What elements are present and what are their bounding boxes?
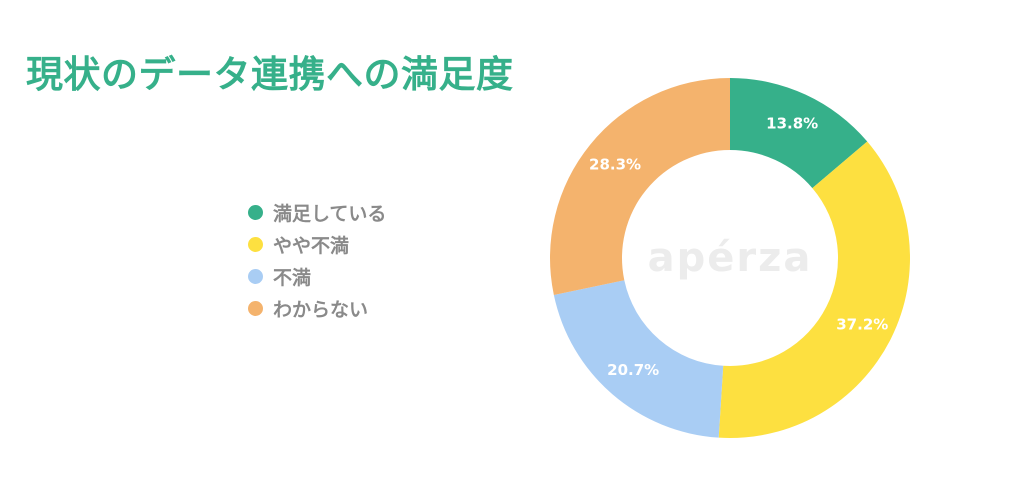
legend-label: やや不満 xyxy=(273,234,350,257)
legend-swatch xyxy=(248,236,263,252)
legend-item: 満足している xyxy=(248,196,386,228)
slice-value-label: 37.2% xyxy=(836,315,888,333)
donut-slice xyxy=(553,280,724,438)
chart-legend: 満足している やや不満不満わからない xyxy=(248,196,386,324)
legend-label: 不満 xyxy=(273,266,312,289)
legend-swatch xyxy=(248,300,263,316)
legend-swatch xyxy=(248,204,263,220)
donut-slice xyxy=(730,78,868,189)
donut-slice xyxy=(718,141,910,438)
watermark-logo: apérza xyxy=(648,235,813,281)
legend-item: やや不満 xyxy=(248,228,386,260)
legend-label: わからない xyxy=(273,298,369,321)
legend-item: 不満 xyxy=(248,260,386,292)
donut-slice xyxy=(550,78,730,296)
slice-value-label: 28.3% xyxy=(589,156,641,174)
page-title: 現状のデータ連携への満足度 xyxy=(26,53,514,96)
legend-label: 満足している xyxy=(273,202,387,225)
legend-swatch xyxy=(248,268,263,284)
slice-value-label: 20.7% xyxy=(607,361,659,379)
legend-item: わからない xyxy=(248,292,386,324)
donut-chart: apérza 13.8% 37.2% 20.7% 28.3% xyxy=(550,78,910,438)
slice-value-label: 13.8% xyxy=(766,115,818,133)
